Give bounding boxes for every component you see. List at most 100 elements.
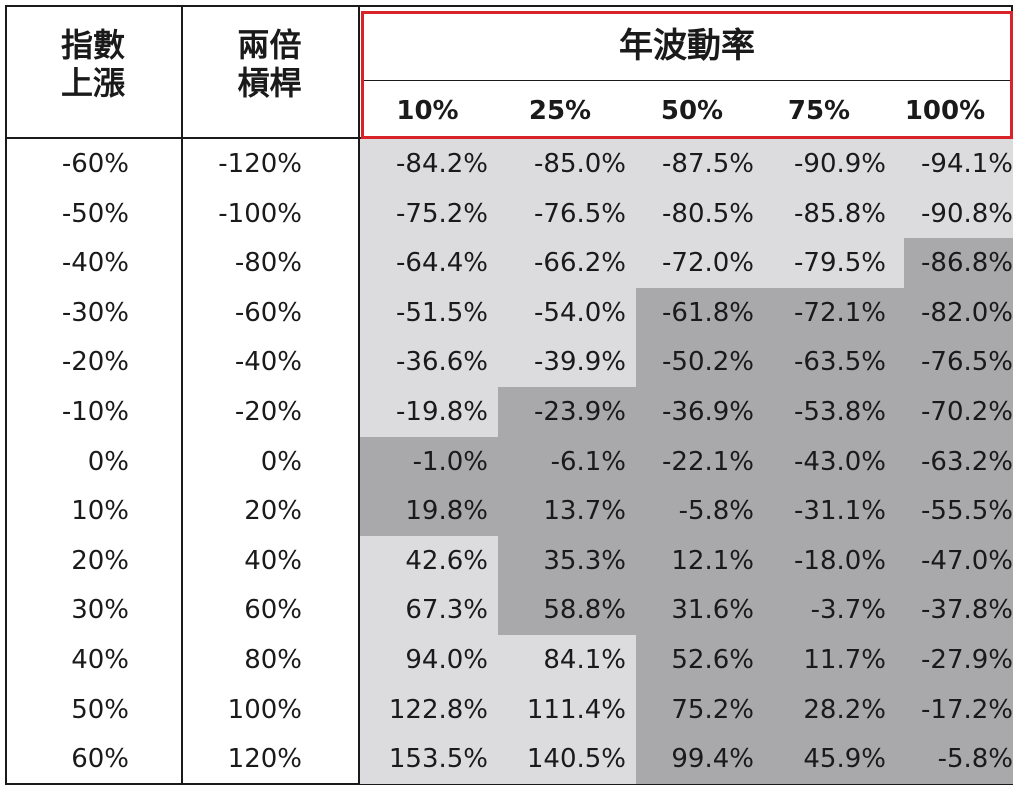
volatility-value-cell: 58.8% [498,585,636,636]
index-rise-cell: 50% [71,694,129,725]
volatility-value-cell: -75.2% [360,188,498,239]
index-rise-cell: -60% [61,149,129,179]
volatility-value-cell: 99.4% [636,734,770,785]
volatility-value-cell: -84.2% [360,139,498,189]
table-row: 50% 100% 122.8% 111.4% 75.2% 28.2% -17.2% [7,684,1013,735]
volatility-value-cell: 31.6% [636,585,770,636]
volatility-value-cell: -86.8% [904,238,1013,289]
volatility-value-cell: -22.1% [636,436,770,487]
leverage-header: 兩倍 槓桿 [183,26,356,102]
table-row: 60% 120% 153.5% 140.5% 99.4% 45.9% -5.8% [7,734,1013,785]
volatility-value-cell: 13.7% [498,486,636,537]
volatility-value-cell: -19.8% [360,387,498,437]
table-row: -20% -40% -36.6% -39.9% -50.2% -63.5% -76.5% [7,337,1013,388]
volatility-value-cell: -36.9% [636,387,770,437]
volatility-value-cell: -6.1% [498,436,636,487]
volatility-value-cell: -39.9% [498,337,636,388]
volatility-value-cell: -72.0% [636,238,770,289]
volatility-value-cell: 35.3% [498,535,636,586]
volatility-value-cell: -72.1% [770,287,904,338]
index-rise-cell: 10% [71,496,129,527]
leverage-cell: -60% [234,297,302,328]
column-divider-2 [358,7,360,783]
leverage-cell: -120% [218,149,302,179]
volatility-value-cell: -31.1% [770,486,904,537]
table-row: -60% -120% -84.2% -85.0% -87.5% -90.9% -94.1% [7,139,1013,189]
volatility-col-25: 25% [528,96,592,126]
leverage-cell: -40% [234,347,302,378]
volatility-value-cell: -1.0% [360,436,498,487]
index-rise-cell: 30% [71,595,129,626]
volatility-value-cell: -80.5% [636,188,770,239]
index-rise-header-line2: 上漲 [60,64,125,102]
volatility-value-cell: -50.2% [636,337,770,388]
table-row: 30% 60% 67.3% 58.8% 31.6% -3.7% -37.8% [7,585,1013,636]
volatility-value-cell: -66.2% [498,238,636,289]
leverage-cell: 60% [244,595,302,626]
volatility-value-cell: -61.8% [636,287,770,338]
volatility-highlight-box [361,11,1013,139]
volatility-subheader-divider [364,80,1010,81]
index-rise-cell: 0% [87,446,129,477]
volatility-value-cell: 84.1% [498,635,636,685]
volatility-value-cell: -3.7% [770,585,904,636]
volatility-value-cell: 19.8% [360,486,498,537]
leverage-cell: 100% [227,694,302,725]
index-rise-cell: -20% [61,347,129,378]
volatility-value-cell: -18.0% [770,535,904,586]
table-row: 20% 40% 42.6% 35.3% 12.1% -18.0% -47.0% [7,535,1013,586]
leverage-cell: -20% [234,397,302,427]
volatility-value-cell: 75.2% [636,684,770,735]
index-rise-cell: 60% [71,744,129,775]
index-rise-cell: -10% [61,397,129,427]
volatility-value-cell: -70.2% [904,387,1013,437]
table-row: -50% -100% -75.2% -76.5% -80.5% -85.8% -90.8% [7,188,1013,239]
volatility-value-cell: -17.2% [904,684,1013,735]
volatility-value-cell: -76.5% [498,188,636,239]
index-rise-header: 指數 上漲 [7,26,179,102]
volatility-value-cell: 28.2% [770,684,904,735]
volatility-col-75: 75% [787,96,851,126]
volatility-value-cell: -76.5% [904,337,1013,388]
volatility-value-cell: -63.2% [904,436,1013,487]
leverage-cell: 0% [260,446,302,477]
volatility-value-cell: -94.1% [904,139,1013,189]
leverage-cell: -80% [234,248,302,279]
volatility-value-cell: 67.3% [360,585,498,636]
leverage-cell: 120% [227,744,302,775]
volatility-value-cell: -64.4% [360,238,498,289]
volatility-value-cell: 45.9% [770,734,904,785]
volatility-value-cell: -27.9% [904,635,1013,685]
volatility-value-cell: -55.5% [904,486,1013,537]
index-rise-cell: 40% [71,645,129,675]
table-row: -10% -20% -19.8% -23.9% -36.9% -53.8% -70.2% [7,387,1013,437]
leverage-cell: 40% [244,545,302,576]
leverage-header-line2: 槓桿 [237,64,302,102]
volatility-value-cell: 111.4% [498,684,636,735]
volatility-col-10: 10% [396,96,459,126]
volatility-value-cell: -79.5% [770,238,904,289]
volatility-value-cell: 122.8% [360,684,498,735]
index-rise-header-line1: 指數 [60,26,125,64]
volatility-value-cell: -43.0% [770,436,904,487]
volatility-value-cell: -82.0% [904,287,1013,338]
volatility-value-cell: -37.8% [904,585,1013,636]
volatility-value-cell: -47.0% [904,535,1013,586]
index-rise-cell: -50% [61,198,129,229]
volatility-value-cell: 42.6% [360,535,498,586]
volatility-value-cell: -23.9% [498,387,636,437]
volatility-value-cell: -5.8% [904,734,1013,785]
volatility-value-cell: -5.8% [636,486,770,537]
leverage-header-line1: 兩倍 [237,26,302,64]
volatility-value-cell: -53.8% [770,387,904,437]
volatility-value-cell: -87.5% [636,139,770,189]
volatility-value-cell: -90.8% [904,188,1013,239]
volatility-value-cell: 52.6% [636,635,770,685]
volatility-value-cell: 12.1% [636,535,770,586]
volatility-value-cell: -85.0% [498,139,636,189]
table-row: -40% -80% -64.4% -66.2% -72.0% -79.5% -86.8% [7,238,1013,289]
leverage-cell: -100% [218,198,302,229]
table-row: 10% 20% 19.8% 13.7% -5.8% -31.1% -55.5% [7,486,1013,537]
volatility-value-cell: -85.8% [770,188,904,239]
volatility-col-50: 50% [660,96,724,126]
